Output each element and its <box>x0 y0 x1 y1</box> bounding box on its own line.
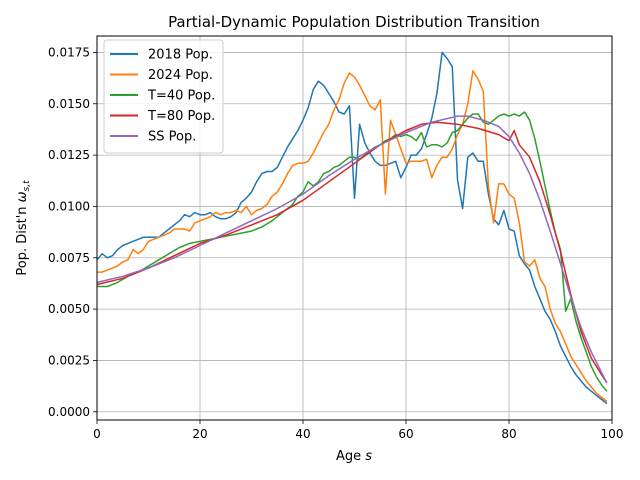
x-tick-label: 60 <box>398 427 413 441</box>
x-axis-label-var: s <box>365 449 372 464</box>
x-axis-label: Age s <box>336 449 372 464</box>
plot-frame <box>96 35 613 421</box>
legend-label-2: 2024 Pop. <box>148 68 213 83</box>
y-axis-label-sub: s,t <box>22 180 32 192</box>
x-axis: 0 20 40 60 80 100 <box>93 420 623 441</box>
legend: 2018 Pop. 2024 Pop. T=40 Pop. T=80 Pop. SS P… <box>103 39 224 154</box>
legend-label-4: T=80 Pop. <box>147 109 215 124</box>
x-tick-label: 80 <box>501 427 516 441</box>
x-tick-label: 40 <box>295 427 310 441</box>
y-tick-label: 0.0050 <box>48 302 90 316</box>
y-tick-label: 0.0175 <box>48 45 90 59</box>
y-axis-label: Pop. Dist'n ωs,t <box>15 180 32 276</box>
chart-title: Partial-Dynamic Population Distribution … <box>168 13 540 31</box>
legend-label-5: SS Pop. <box>148 130 196 145</box>
x-axis-label-text: Age <box>336 449 361 464</box>
y-tick-label: 0.0075 <box>48 251 90 265</box>
y-tick-label: 0.0100 <box>48 199 90 213</box>
series-line-3 <box>97 111 608 392</box>
y-tick-label: 0.0025 <box>48 353 90 367</box>
y-tick-label: 0.0150 <box>48 97 90 111</box>
series-line-4 <box>96 121 608 384</box>
legend-label-3: T=40 Pop. <box>147 89 215 104</box>
x-tick-label: 100 <box>601 427 624 441</box>
x-tick-label: 0 <box>93 427 101 441</box>
series-layer <box>96 51 608 405</box>
y-axis-label-var: ω <box>15 191 30 202</box>
legend-label-1: 2018 Pop. <box>148 48 213 63</box>
y-axis-label-text: Pop. Dist'n <box>15 206 30 275</box>
x-tick-label: 20 <box>192 427 207 441</box>
y-tick-label: 0.0125 <box>48 148 90 162</box>
series-line-5 <box>96 115 608 384</box>
legend-box <box>103 39 224 154</box>
y-axis: 0.0000 0.0025 0.0050 0.0075 0.0100 0.0125 0.01… <box>48 45 97 419</box>
series-line-1 <box>96 51 608 405</box>
y-tick-label: 0.0000 <box>48 405 90 419</box>
series-line-2 <box>97 70 608 403</box>
